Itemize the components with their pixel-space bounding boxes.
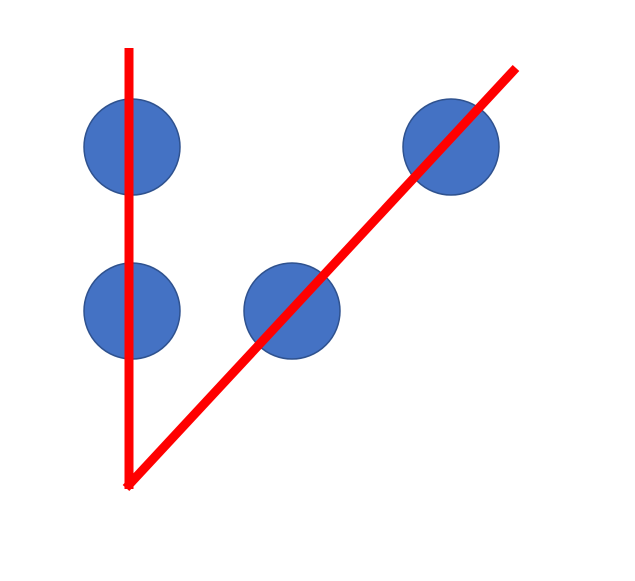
diagonal-red-line [122,64,520,492]
circle-top-right [402,98,500,196]
